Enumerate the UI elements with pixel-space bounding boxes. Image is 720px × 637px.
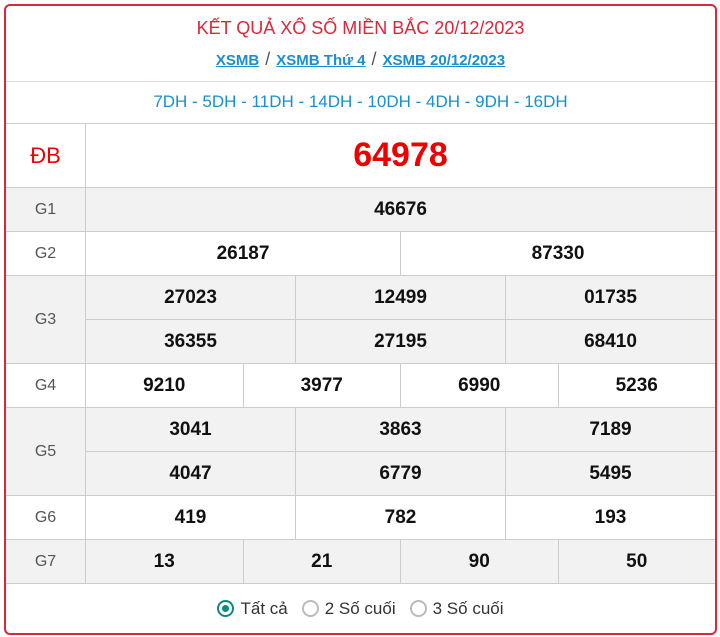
filter-last3-radio[interactable]: 3 Số cuối — [409, 598, 504, 619]
prize-number: 5236 — [557, 364, 716, 407]
breadcrumb-xsmb[interactable]: XSMB — [215, 52, 260, 69]
breadcrumb-separator: / — [265, 49, 271, 69]
prize-number: 21 — [242, 540, 401, 583]
prize-label: ĐB — [6, 124, 86, 187]
prize-row-g7: G7 13 21 90 50 — [6, 539, 715, 583]
prize-label: G6 — [6, 496, 86, 539]
prize-number: 7189 — [505, 408, 715, 451]
prize-number: 3041 — [169, 418, 212, 440]
radio-checked-icon[interactable] — [217, 600, 235, 617]
prize-number: 90 — [400, 540, 558, 583]
prize-row-g2: G2 26187 87330 — [6, 231, 715, 275]
prize-number: 419 — [174, 506, 207, 528]
prize-row-g1: G1 46676 — [6, 187, 715, 231]
digit-filter: Tất cả 2 Số cuối 3 Số cuối — [6, 583, 715, 633]
prize-number: 27023 — [164, 286, 217, 308]
prize-number: 6990 — [400, 364, 558, 407]
prize-row-g5: G5 3041 3863 7189 4047 6779 5495 — [6, 407, 715, 495]
prize-number: 6779 — [295, 452, 505, 495]
prize-label: G7 — [6, 540, 86, 583]
prize-number: 87330 — [400, 232, 715, 275]
filter-all-radio[interactable]: Tất cả — [217, 598, 288, 619]
prize-number: 27195 — [295, 320, 505, 363]
prize-number: 3863 — [295, 408, 505, 451]
prize-number: 3977 — [242, 364, 401, 407]
prize-label: G4 — [6, 364, 86, 407]
prize-number: 9210 — [143, 374, 186, 396]
prize-label: G1 — [6, 188, 86, 231]
prize-number: 4047 — [169, 462, 212, 484]
prize-number: 26187 — [216, 242, 270, 264]
prize-label: G5 — [6, 408, 86, 495]
filter-last2-radio[interactable]: 2 Số cuối — [301, 598, 396, 619]
prize-number: 193 — [505, 496, 715, 539]
prize-number: 46676 — [374, 198, 427, 220]
prize-label: G2 — [6, 232, 86, 275]
page-title: KẾT QUẢ XỔ SỐ MIỀN BẮC 20/12/2023 — [196, 18, 525, 38]
prize-number: 5495 — [505, 452, 715, 495]
prize-number: 68410 — [505, 320, 715, 363]
prize-number: 01735 — [505, 276, 715, 319]
radio-label: Tất cả — [240, 598, 288, 618]
breadcrumb-xsmb-thu4[interactable]: XSMB Thứ 4 — [276, 52, 366, 69]
prize-row-db: ĐB 64978 — [6, 123, 715, 187]
breadcrumb-date[interactable]: XSMB 20/12/2023 — [382, 52, 506, 69]
prize-number: 782 — [295, 496, 505, 539]
prize-number: 36355 — [164, 330, 217, 352]
radio-label: 3 Số cuối — [432, 598, 504, 618]
radio-label: 2 Số cuối — [324, 598, 396, 618]
draw-codes: 7DH - 5DH - 11DH - 14DH - 10DH - 4DH - 9… — [6, 81, 715, 123]
breadcrumb-separator: / — [371, 49, 377, 69]
prize-number: 50 — [557, 540, 716, 583]
radio-unchecked-icon[interactable] — [301, 600, 319, 617]
results-panel: KẾT QUẢ XỔ SỐ MIỀN BẮC 20/12/2023 XSMB / X… — [4, 4, 717, 635]
prize-row-g4: G4 9210 3977 6990 5236 — [6, 363, 715, 407]
breadcrumb: XSMB / XSMB Thứ 4 / XSMB 20/12/2023 — [6, 49, 715, 71]
radio-unchecked-icon[interactable] — [409, 600, 427, 617]
prize-label: G3 — [6, 276, 86, 363]
prize-number: 64978 — [353, 136, 448, 174]
prize-number: 12499 — [295, 276, 505, 319]
prize-row-g6: G6 419 782 193 — [6, 495, 715, 539]
prize-number: 13 — [153, 550, 175, 572]
prize-row-g3: G3 27023 12499 01735 36355 27195 68410 — [6, 275, 715, 363]
